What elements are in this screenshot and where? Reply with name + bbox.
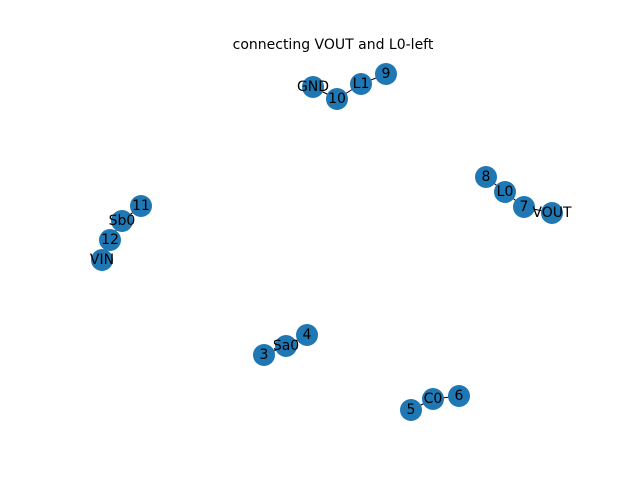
node-label: 4 xyxy=(303,327,312,343)
node-circle xyxy=(375,63,397,85)
node-L0: L0 xyxy=(494,181,516,203)
node-label: VIN xyxy=(90,252,114,268)
node-label: 7 xyxy=(520,199,529,215)
node-circle xyxy=(253,344,275,366)
node-10: 10 xyxy=(326,88,348,110)
node-circle xyxy=(275,335,297,357)
node-label: C0 xyxy=(424,391,443,407)
node-circle xyxy=(326,88,348,110)
node-label: 3 xyxy=(260,347,269,363)
node-circle xyxy=(302,76,324,98)
node-label: Sb0 xyxy=(109,213,136,229)
node-label: GND xyxy=(297,79,329,95)
node-label: VOUT xyxy=(532,205,572,221)
node-circle xyxy=(296,324,318,346)
node-9: 9 xyxy=(375,63,397,85)
node-6: 6 xyxy=(448,385,470,407)
node-label: L0 xyxy=(497,184,514,200)
node-circle xyxy=(475,166,497,188)
node-circle xyxy=(130,195,152,217)
node-7: 7 xyxy=(513,196,535,218)
node-circle xyxy=(513,196,535,218)
node-circle xyxy=(541,202,563,224)
node-circle xyxy=(99,229,121,251)
node-label: 11 xyxy=(132,198,150,214)
node-circle xyxy=(91,249,113,271)
node-circle xyxy=(111,210,133,232)
node-VOUT: VOUT xyxy=(532,202,572,224)
node-circle xyxy=(494,181,516,203)
node-label: L1 xyxy=(353,76,370,92)
node-label: 6 xyxy=(455,388,464,404)
node-VIN: VIN xyxy=(90,249,114,271)
node-label: 9 xyxy=(382,66,391,82)
node-label: Sa0 xyxy=(273,338,299,354)
node-3: 3 xyxy=(253,344,275,366)
node-label: 12 xyxy=(101,232,119,248)
node-4: 4 xyxy=(296,324,318,346)
node-label: 8 xyxy=(482,169,491,185)
node-circle xyxy=(350,73,372,95)
node-label: 5 xyxy=(407,402,416,418)
node-label: 10 xyxy=(328,91,346,107)
node-12: 12 xyxy=(99,229,121,251)
node-circle xyxy=(400,399,422,421)
node-11: 11 xyxy=(130,195,152,217)
node-circle xyxy=(422,388,444,410)
node-Sa0: Sa0 xyxy=(273,335,299,357)
node-8: 8 xyxy=(475,166,497,188)
node-5: 5 xyxy=(400,399,422,421)
node-GND: GND xyxy=(297,76,329,98)
node-C0: C0 xyxy=(422,388,444,410)
edges-layer xyxy=(101,73,553,411)
node-L1: L1 xyxy=(350,73,372,95)
node-circle xyxy=(448,385,470,407)
node-Sb0: Sb0 xyxy=(109,210,136,232)
graph-title: connecting VOUT and L0-left xyxy=(233,37,434,53)
